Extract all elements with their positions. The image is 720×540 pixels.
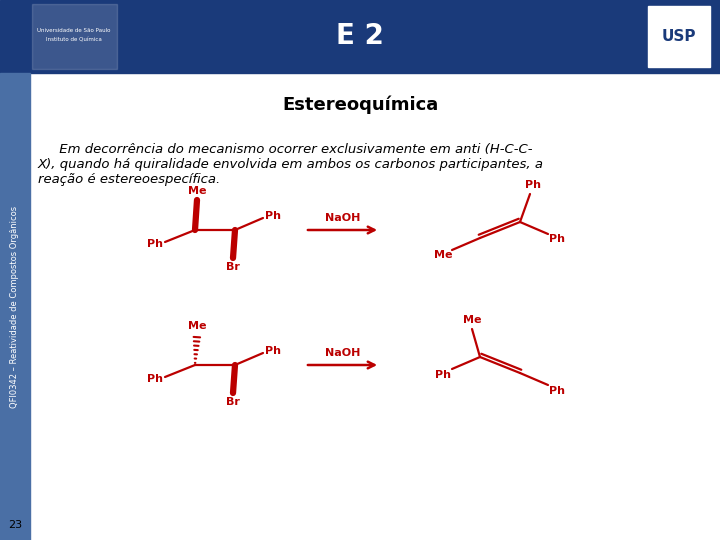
Text: Ph: Ph: [265, 346, 281, 356]
Text: Br: Br: [226, 262, 240, 272]
Text: Ph: Ph: [147, 374, 163, 384]
Text: Me: Me: [433, 250, 452, 260]
Bar: [32, 4, 117, 69]
Text: Me: Me: [188, 321, 206, 331]
Text: Br: Br: [226, 397, 240, 407]
Text: Ph: Ph: [525, 180, 541, 190]
Bar: [0, 73, 30, 540]
Text: Ph: Ph: [435, 370, 451, 380]
Bar: [648, 6, 710, 67]
Text: Ph: Ph: [549, 386, 565, 396]
Text: reação é estereoespecífica.: reação é estereoespecífica.: [38, 173, 220, 186]
Text: 23: 23: [8, 520, 22, 530]
Text: Universidade de São Paulo: Universidade de São Paulo: [37, 28, 111, 33]
Text: Me: Me: [463, 315, 481, 325]
Text: Em decorrência do mecanismo ocorrer exclusivamente em anti (H-C-C-: Em decorrência do mecanismo ocorrer excl…: [38, 143, 533, 156]
Text: Me: Me: [188, 186, 206, 196]
Text: NaOH: NaOH: [325, 348, 360, 358]
Text: USP: USP: [662, 29, 696, 44]
Text: Estereoquímica: Estereoquímica: [282, 96, 438, 114]
Text: X), quando há quiralidade envolvida em ambos os carbonos participantes, a: X), quando há quiralidade envolvida em a…: [38, 158, 544, 171]
Text: QFl0342 – Reatividade de Compostos Orgânicos: QFl0342 – Reatividade de Compostos Orgân…: [11, 205, 19, 408]
Text: Ph: Ph: [147, 239, 163, 249]
Text: Ph: Ph: [265, 211, 281, 221]
Bar: [0, 0, 720, 73]
Text: NaOH: NaOH: [325, 213, 360, 223]
Text: Ph: Ph: [549, 234, 565, 244]
Text: Instituto de Química: Instituto de Química: [46, 38, 102, 43]
Text: E 2: E 2: [336, 23, 384, 51]
